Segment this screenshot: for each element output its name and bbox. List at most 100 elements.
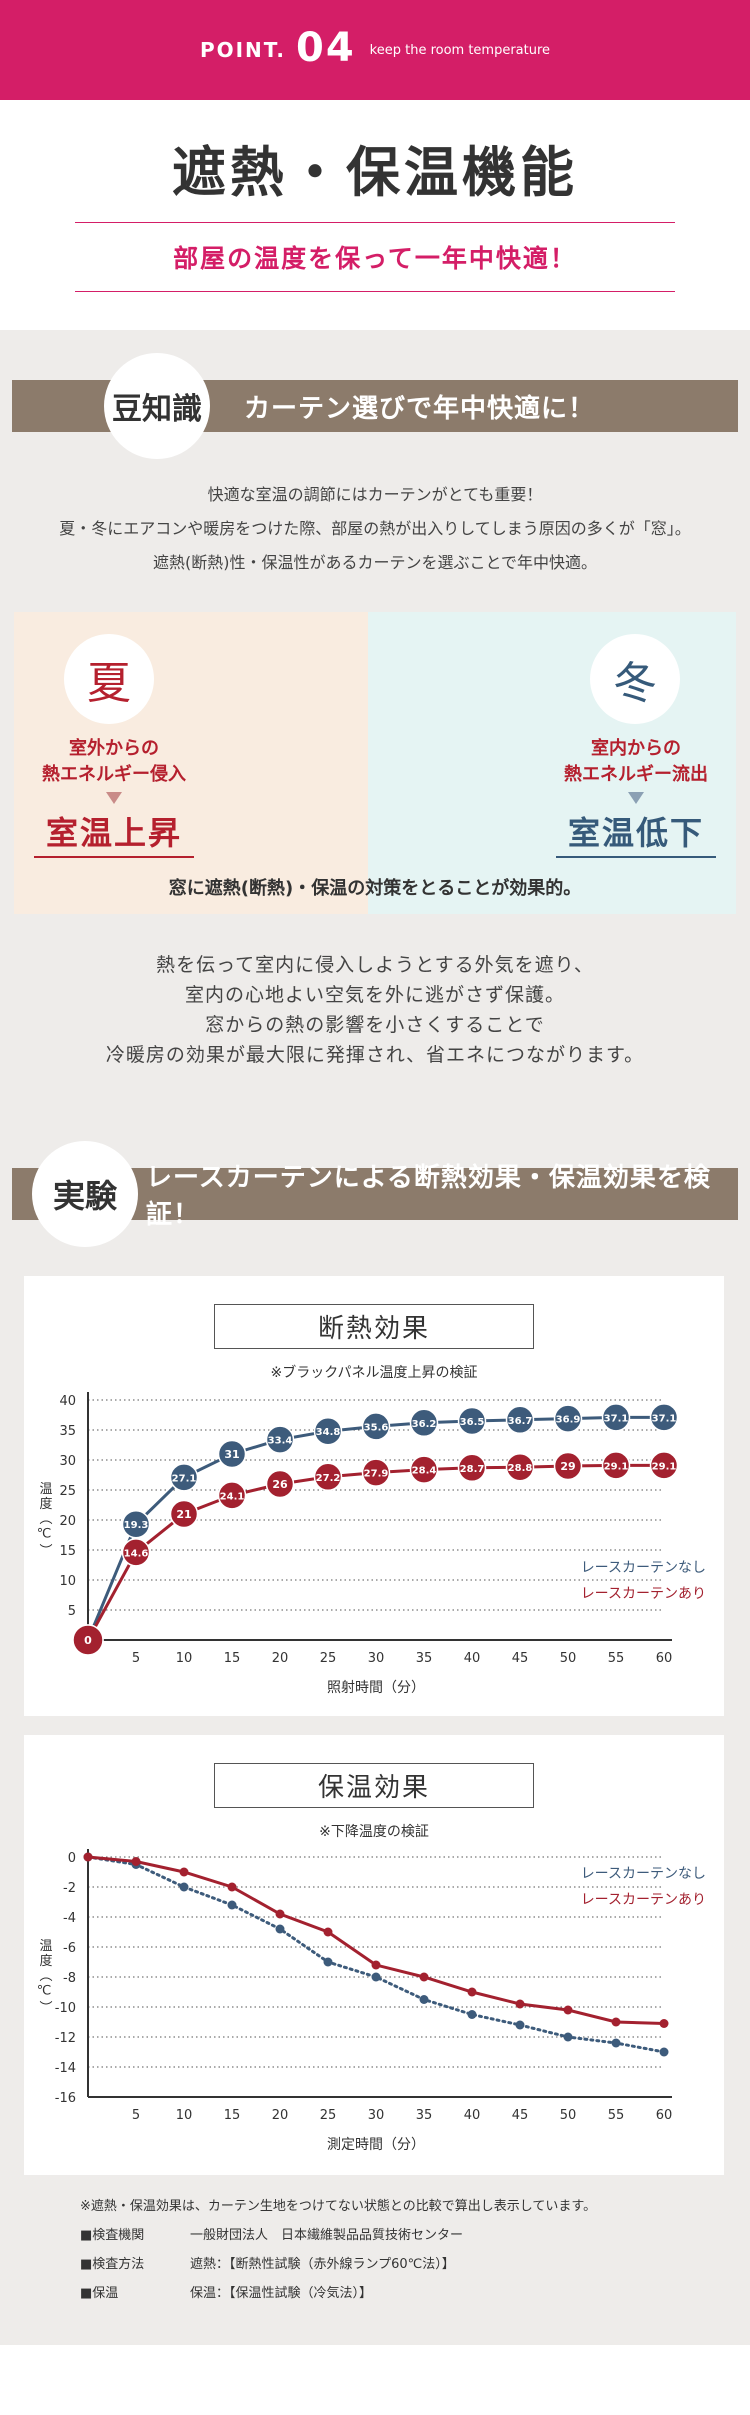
data-label: 29.1 [652,1461,677,1472]
data-point [649,1403,679,1432]
data-point [361,1458,391,1487]
chart-title: 保温効果 [214,1763,534,1808]
x-tick-label: 5 [132,1651,140,1666]
data-label: 33.4 [268,1436,293,1447]
y-tick-label: -14 [55,2061,76,2076]
data-point [323,1927,333,1937]
data-point [601,1451,631,1480]
winter-lead-line: 熱エネルギー流出 [564,764,708,785]
summer-lead-line: 熱エネルギー侵入 [42,764,186,785]
point-word: POINT. [199,38,286,62]
y-tick-label: 15 [59,1544,76,1559]
data-point [72,1624,104,1656]
data-point [131,1857,141,1866]
tip-banner: 豆知識 カーテン選びで年中快適に！ [12,353,738,459]
data-point [467,1987,477,1997]
data-label: 29.1 [604,1461,629,1472]
x-tick-label: 50 [560,1651,577,1666]
data-label: 26 [272,1478,288,1491]
winter-down-arrow-icon [628,792,644,804]
legend-entry: レースカーテンあり [581,1586,706,1602]
y-tick-label: 10 [59,1574,76,1589]
data-point [457,1406,487,1436]
intro-text: 快適な室温の調節にはカーテンがとても重要！ 夏・冬にエアコンや暖房をつけた際、部… [0,478,750,580]
legend-entry: レースカーテンあり [581,1892,706,1908]
intro-line: 快適な室温の調節にはカーテンがとても重要！ [207,485,543,504]
data-label: 34.8 [316,1427,341,1438]
point-subtitle: keep the room temperature [369,42,551,58]
summer-result: 室温上昇 [34,808,194,858]
y-tick-label: -8 [63,1971,76,1986]
data-label: 28.7 [460,1464,485,1475]
y-tick-label: -10 [55,2001,76,2016]
experiment-badge: 実験 [32,1141,138,1247]
note-value: 保温：【保温性試験（冷気法）】 [190,2286,373,2301]
data-point [419,1995,429,2004]
data-point [361,1412,391,1441]
data-point [467,2010,477,2019]
winter-lead: 室内からの 熱エネルギー流出 [536,736,736,788]
chart-heat-retention: 0 -2 -4 -6 -8 -10 -12 -14 -16 5 10 15 20 25 30 35 40 45 50… [37,1849,706,2153]
data-label: 35.6 [364,1422,389,1433]
chart-card-heat-retention: 保温効果 ※下降温度の検証 0 -2 -4 -6 -8 -10 -12 -14 -16 5 10 15… [24,1735,724,2175]
x-tick-label: 50 [560,2108,577,2123]
data-point [265,1425,295,1454]
x-tick-label: 15 [224,2108,241,2123]
season-note: 窓に遮熱(断熱)・保温の対策をとることが効果的。 [168,878,582,899]
y-axis-label: 温度（℃） [37,1482,53,1559]
x-tick-label: 20 [272,2108,289,2123]
point-header-bar: POINT. 04 keep the room temperature [0,0,750,100]
data-point [121,1509,151,1539]
data-point [169,1463,199,1492]
data-point [563,2032,573,2042]
data-point [611,2017,621,2027]
body-line: 冷暖房の効果が最大限に発揮され、省エネにつながります。 [105,1044,645,1066]
chart-subtitle: ※ブラックパネル温度上昇の検証 [270,1365,478,1381]
data-label: 36.7 [508,1416,533,1427]
y-tick-label: 0 [68,1851,76,1866]
note-row: ■検査方法 遮熱：【断熱性試験（赤外線ランプ60℃法）】 [80,2250,596,2279]
data-point [227,1882,237,1892]
y-tick-label: 40 [59,1394,76,1409]
x-tick-label: 60 [656,1651,673,1666]
data-label: 36.2 [412,1419,437,1430]
data-point [179,1867,189,1877]
series-line-without-lace [86,1415,664,1641]
tip-badge: 豆知識 [104,353,210,459]
data-point [265,1469,295,1499]
data-label: 19.3 [124,1520,149,1531]
data-label: 28.8 [508,1463,533,1474]
summer-icon: 夏 [64,634,154,724]
data-label: 36.9 [556,1415,581,1426]
x-tick-label: 60 [656,2108,673,2123]
winter-result: 室温低下 [556,808,716,858]
data-label: 31 [224,1448,239,1461]
disclaimer: ※遮熱・保温効果は、カーテン生地をつけてない状態との比較で算出し表示しています。 [80,2199,597,2214]
x-tick-label: 20 [272,1651,289,1666]
data-point [371,1972,381,1982]
y-tick-label: -12 [55,2031,76,2046]
tip-banner-text: カーテン選びで年中快適に！ [244,393,596,424]
data-point [505,1405,535,1435]
x-tick-label: 40 [464,1651,481,1666]
data-label: 24.1 [220,1491,245,1502]
data-point [323,1957,333,1967]
y-tick-label: -4 [63,1911,76,1926]
summer-lead-line: 室外からの [69,738,159,759]
data-point [563,2005,573,2015]
data-point [275,1924,285,1934]
data-point [505,1452,535,1482]
data-point [121,1538,151,1567]
data-label: 37.1 [604,1413,629,1424]
y-tick-label: 5 [68,1604,76,1619]
x-tick-label: 30 [368,1651,385,1666]
data-point [409,1455,439,1484]
experiment-banner-text: レースカーテンによる断熱効果・保温効果を検証！ [146,1163,711,1230]
data-point [169,1499,199,1529]
x-tick-label: 35 [416,1651,433,1666]
x-tick-label: 55 [608,2108,625,2123]
summer-lead: 室外からの 熱エネルギー侵入 [14,736,214,788]
data-point [515,1999,525,2009]
point-number: 04 [295,25,356,71]
data-point [275,1909,285,1919]
